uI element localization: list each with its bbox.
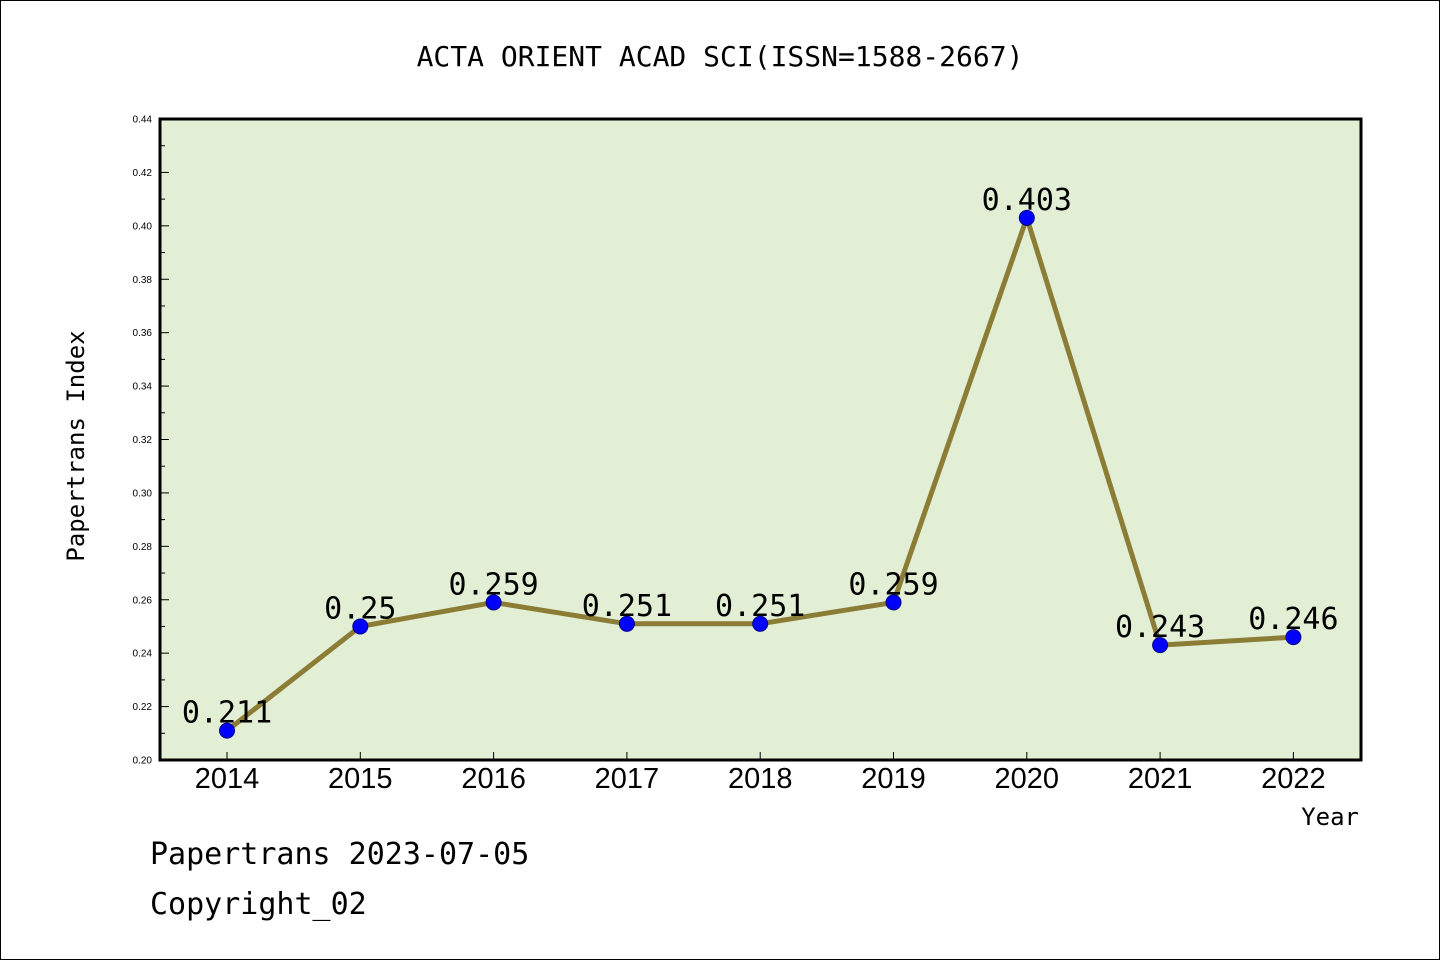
- data-point: [1018, 209, 1035, 226]
- footer-date: Papertrans 2023-07-05: [150, 837, 529, 872]
- data-point: [618, 615, 635, 632]
- data-labels: 0.211 0.25 0.259 0.251 0.251 0.259 0.403 0.243 0…: [182, 183, 1339, 731]
- data-point: [885, 594, 902, 611]
- x-tick-label: 2014: [195, 763, 260, 795]
- y-axis-label: Papertrans Index: [62, 330, 90, 561]
- footer-copyright: Copyright_02: [150, 887, 367, 922]
- data-point: [1152, 637, 1169, 654]
- data-point: [219, 722, 235, 739]
- data-label: 0.251: [582, 589, 672, 624]
- y-tick-label: 0.40: [133, 221, 153, 232]
- data-label: 0.243: [1115, 610, 1205, 645]
- data-point: [485, 594, 502, 611]
- y-tick-label: 0.38: [133, 275, 153, 286]
- y-tick-label: 0.42: [133, 168, 153, 179]
- plot-area: [160, 119, 1361, 760]
- y-tick-label: 0.20: [133, 756, 153, 767]
- y-tick-label: 0.28: [133, 542, 153, 553]
- y-tick-label: 0.24: [133, 649, 153, 660]
- y-tick-label: 0.34: [133, 382, 153, 393]
- data-label: 0.251: [715, 589, 805, 624]
- x-axis-ticks: 2014 2015 2016 2017 2018 2019 2020 2021 2022: [195, 752, 1326, 795]
- data-point: [752, 615, 769, 632]
- y-tick-label: 0.44: [133, 115, 153, 126]
- data-label: 0.259: [848, 567, 938, 602]
- x-tick-label: 2018: [728, 763, 793, 795]
- y-tick-label: 0.22: [133, 702, 153, 713]
- x-tick-label: 2020: [995, 763, 1060, 795]
- x-tick-label: 2016: [461, 763, 526, 795]
- chart-title: ACTA ORIENT ACAD SCI(ISSN=1588-2667): [417, 40, 1024, 73]
- data-label: 0.211: [182, 696, 272, 731]
- data-label: 0.259: [448, 567, 538, 602]
- y-tick-label: 0.26: [133, 595, 153, 606]
- y-tick-label: 0.36: [133, 328, 153, 339]
- data-point: [352, 618, 369, 635]
- data-point: [1285, 629, 1302, 646]
- plot-border: [158, 117, 1363, 762]
- series-layer: [219, 209, 1302, 739]
- y-axis-ticks: 0.20 0.22 0.24 0.26 0.28 0.30 0.32 0.34 0.36 0.38…: [133, 115, 169, 767]
- x-tick-label: 2019: [861, 763, 926, 795]
- x-tick-label: 2022: [1261, 763, 1326, 795]
- x-tick-label: 2021: [1128, 763, 1193, 795]
- y-tick-label: 0.32: [133, 435, 153, 446]
- data-label: 0.25: [324, 591, 396, 626]
- data-label: 0.403: [982, 183, 1072, 218]
- data-label: 0.246: [1248, 602, 1338, 637]
- x-tick-label: 2015: [328, 763, 393, 795]
- x-tick-label: 2017: [595, 763, 660, 795]
- y-tick-label: 0.30: [133, 488, 153, 499]
- x-axis-label: Year: [1301, 803, 1359, 831]
